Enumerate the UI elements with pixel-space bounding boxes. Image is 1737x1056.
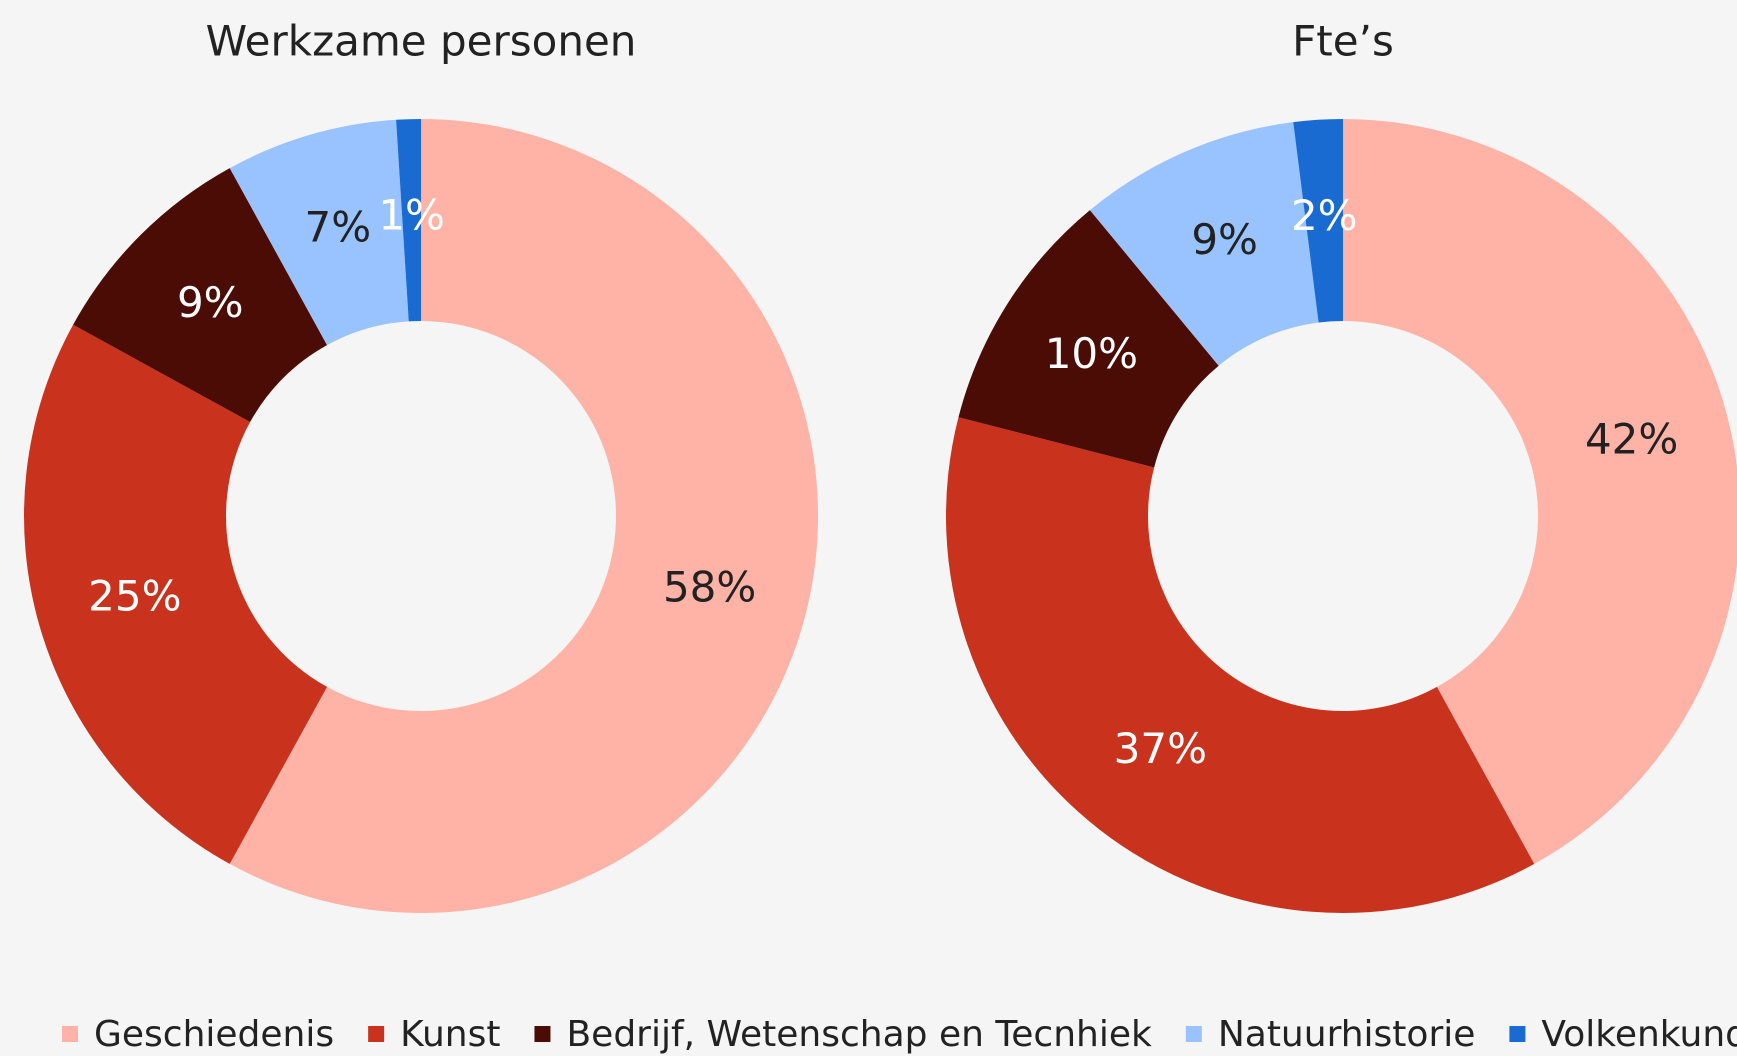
legend-label: Volkenkunde bbox=[1541, 1014, 1737, 1055]
legend-swatch bbox=[534, 1026, 551, 1042]
donut-segment bbox=[1293, 119, 1343, 323]
donut-segment bbox=[229, 119, 819, 913]
legend-label: Geschiedenis bbox=[94, 1014, 334, 1055]
donut-segment bbox=[24, 324, 328, 864]
data-label: 2% bbox=[1291, 191, 1358, 240]
data-label: 7% bbox=[305, 202, 372, 251]
legend-label: Natuurhistorie bbox=[1218, 1014, 1476, 1055]
donut-segment bbox=[73, 168, 328, 423]
legend-label: Kunst bbox=[400, 1014, 500, 1055]
donut-segment bbox=[945, 417, 1535, 914]
donut-segment bbox=[396, 119, 421, 322]
data-label: 42% bbox=[1585, 414, 1678, 463]
data-label: 58% bbox=[663, 563, 756, 612]
legend-swatch bbox=[368, 1026, 385, 1042]
chart-title: Werkzame personen bbox=[206, 17, 637, 66]
chart-title: Fte’s bbox=[1292, 17, 1394, 66]
legend-swatch bbox=[62, 1026, 78, 1042]
donut-segment bbox=[958, 210, 1219, 468]
legend-swatch bbox=[1509, 1026, 1526, 1042]
legend-label: Bedrijf, Wetenschap en Tecnhiek bbox=[566, 1014, 1152, 1055]
data-label: 10% bbox=[1045, 329, 1138, 378]
donut-segment bbox=[1343, 119, 1737, 864]
donut-segment bbox=[1089, 122, 1319, 366]
data-label: 25% bbox=[88, 572, 181, 621]
data-label: 9% bbox=[177, 278, 244, 327]
donut-segment bbox=[229, 119, 409, 346]
data-label: 37% bbox=[1114, 724, 1207, 773]
data-label: 9% bbox=[1191, 215, 1258, 264]
legend-swatch bbox=[1185, 1026, 1202, 1042]
data-label: 1% bbox=[378, 191, 445, 240]
